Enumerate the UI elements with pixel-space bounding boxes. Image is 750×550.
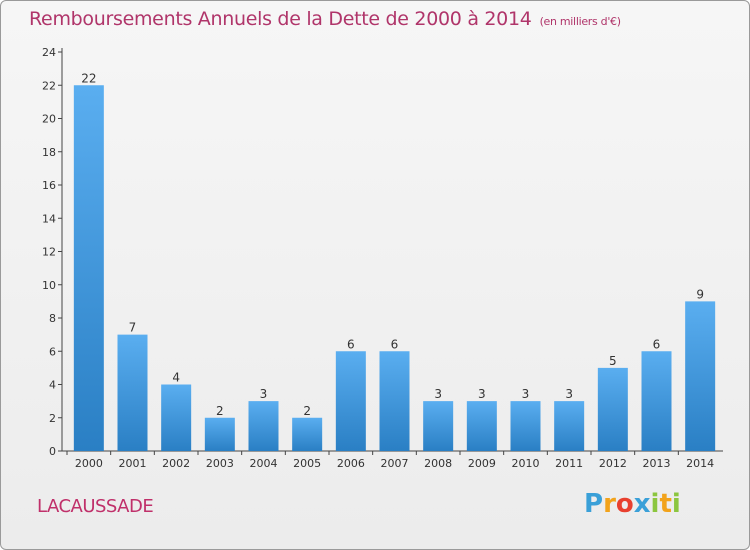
bar-2008 bbox=[423, 401, 454, 451]
bar-2011 bbox=[554, 401, 585, 451]
x-tick-label-2002: 2002 bbox=[162, 457, 190, 470]
x-tick-label-2003: 2003 bbox=[206, 457, 234, 470]
value-label-2013: 6 bbox=[653, 337, 661, 351]
value-label-2006: 6 bbox=[347, 337, 355, 351]
chart-subtitle: (en milliers d'€) bbox=[539, 15, 621, 28]
x-tick-label-2004: 2004 bbox=[250, 457, 278, 470]
bar-2007 bbox=[379, 351, 410, 451]
x-tick-label-2014: 2014 bbox=[686, 457, 714, 470]
x-tick-label-2009: 2009 bbox=[468, 457, 496, 470]
bar-2003 bbox=[204, 417, 235, 451]
x-tick-label-2000: 2000 bbox=[75, 457, 103, 470]
y-tick-label: 6 bbox=[49, 345, 56, 358]
x-tick-label-2001: 2001 bbox=[119, 457, 147, 470]
bar-2005 bbox=[292, 417, 323, 451]
bar-2014 bbox=[685, 301, 716, 451]
bar-2012 bbox=[597, 367, 628, 451]
value-label-2001: 7 bbox=[129, 321, 137, 335]
x-tick-label-2011: 2011 bbox=[555, 457, 583, 470]
y-tick-label: 24 bbox=[42, 46, 56, 59]
value-label-2002: 4 bbox=[172, 371, 180, 385]
bar-2000 bbox=[73, 85, 104, 451]
y-tick-label: 12 bbox=[42, 246, 56, 259]
y-tick-label: 2 bbox=[49, 412, 56, 425]
proxiti-logo: Proxiti bbox=[584, 489, 681, 519]
logo-letter: x bbox=[633, 489, 651, 519]
value-labels: 22 2000 7 2001 4 2002 2 2003 3 2004 2 2005 6 2006 6 200… bbox=[75, 71, 714, 470]
bars bbox=[73, 85, 716, 451]
x-tick-label-2007: 2007 bbox=[381, 457, 409, 470]
value-label-2000: 22 bbox=[81, 71, 96, 85]
x-tick-label-2006: 2006 bbox=[337, 457, 365, 470]
value-label-2008: 3 bbox=[434, 387, 442, 401]
logo-letter: P bbox=[584, 489, 604, 519]
y-tick-label: 18 bbox=[42, 146, 56, 159]
value-label-2009: 3 bbox=[478, 387, 486, 401]
bar-2004 bbox=[248, 401, 279, 451]
y-tick-label: 16 bbox=[42, 179, 56, 192]
value-label-2012: 5 bbox=[609, 354, 617, 368]
bar-2009 bbox=[466, 401, 497, 451]
title-text: Remboursements Annuels de la Dette de 20… bbox=[29, 8, 532, 30]
y-tick-label: 4 bbox=[49, 379, 56, 392]
chart-title: Remboursements Annuels de la Dette de 20… bbox=[29, 8, 621, 30]
bar-2013 bbox=[641, 351, 672, 451]
value-label-2014: 9 bbox=[696, 287, 704, 301]
x-tick-label-2010: 2010 bbox=[512, 457, 540, 470]
bar-2006 bbox=[335, 351, 366, 451]
value-label-2004: 3 bbox=[260, 387, 268, 401]
value-label-2003: 2 bbox=[216, 404, 224, 418]
logo-letter: i bbox=[671, 489, 681, 519]
y-tick-label: 20 bbox=[42, 113, 56, 126]
logo-letter: i bbox=[650, 489, 660, 519]
x-tick-label-2005: 2005 bbox=[293, 457, 321, 470]
logo-letter: t bbox=[659, 489, 672, 519]
bar-2002 bbox=[161, 384, 192, 451]
y-tick-label: 14 bbox=[42, 212, 56, 225]
bar-2001 bbox=[117, 334, 148, 451]
value-label-2005: 2 bbox=[303, 404, 311, 418]
value-label-2010: 3 bbox=[522, 387, 530, 401]
value-label-2011: 3 bbox=[565, 387, 573, 401]
x-tick-label-2012: 2012 bbox=[599, 457, 627, 470]
logo-letter: r bbox=[603, 489, 616, 519]
y-tick-label: 0 bbox=[49, 445, 56, 458]
logo-letter: o bbox=[615, 489, 634, 519]
y-tick-label: 10 bbox=[42, 279, 56, 292]
x-tick-label-2008: 2008 bbox=[424, 457, 452, 470]
commune-name: LACAUSSADE bbox=[37, 496, 154, 517]
bar-2010 bbox=[510, 401, 541, 451]
y-tick-label: 22 bbox=[42, 79, 56, 92]
y-tick-label: 8 bbox=[49, 312, 56, 325]
x-tick-label-2013: 2013 bbox=[643, 457, 671, 470]
value-label-2007: 6 bbox=[391, 337, 399, 351]
